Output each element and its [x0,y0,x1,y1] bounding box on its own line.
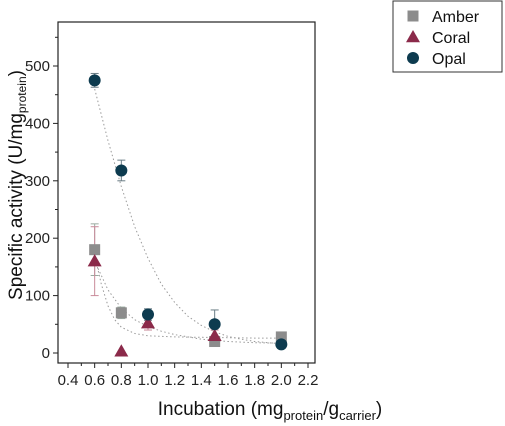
y-axis-title: Specific activity (U/mgprotein) [6,70,29,300]
fit-line-opal [94,88,282,345]
legend-label-opal: Opal [432,51,466,68]
legend: Amber Coral Opal [392,0,503,73]
point-amber [89,244,101,256]
plot-frame [57,21,316,364]
legend-marker-coral [406,30,420,43]
point-opal [88,74,101,87]
x-tick-label: 1.8 [244,372,265,389]
point-coral [87,254,102,267]
point-opal [115,164,128,177]
x-tick-label: 1.0 [138,372,159,389]
y-tick-label: 500 [25,58,50,75]
error-bars [90,72,286,348]
legend-marker-opal [407,52,419,64]
data-markers [87,74,288,357]
y-tick-label: 0 [42,345,50,362]
x-tick-label: 0.8 [111,372,132,389]
point-opal [208,318,221,331]
point-opal [142,308,154,321]
legend-label-amber: Amber [432,9,480,26]
point-amber [209,336,221,348]
point-coral [114,344,129,357]
fit-curves [94,88,282,345]
y-tick-label: 100 [25,288,50,305]
y-tick-label: 300 [25,173,50,190]
x-tick-label: 1.4 [191,372,212,389]
y-tick-label: 200 [25,230,50,247]
x-tick-label: 2.0 [271,372,292,389]
x-tick-label: 0.6 [84,372,105,389]
point-opal [275,338,288,351]
point-coral [207,328,222,342]
axes: 0.4 0.6 0.8 1.0 1.2 1.4 1.6 1.8 2.0 2.2 0 100 200 300… [25,21,319,389]
y-tick-label: 400 [25,115,50,132]
fit-line-coral [94,260,282,344]
legend-label-coral: Coral [432,30,470,47]
x-tick-label: 1.6 [218,372,239,389]
fit-line-amber [94,255,282,339]
legend-marker-amber [407,10,419,22]
point-coral [141,316,155,329]
point-amber [115,307,127,319]
x-axis-title: Incubation (mgprotein/gcarrier) [158,399,382,423]
x-tick-label: 2.2 [298,372,319,389]
x-tick-label: 0.4 [58,372,79,389]
x-tick-label: 1.2 [164,372,185,389]
point-amber [275,331,287,343]
